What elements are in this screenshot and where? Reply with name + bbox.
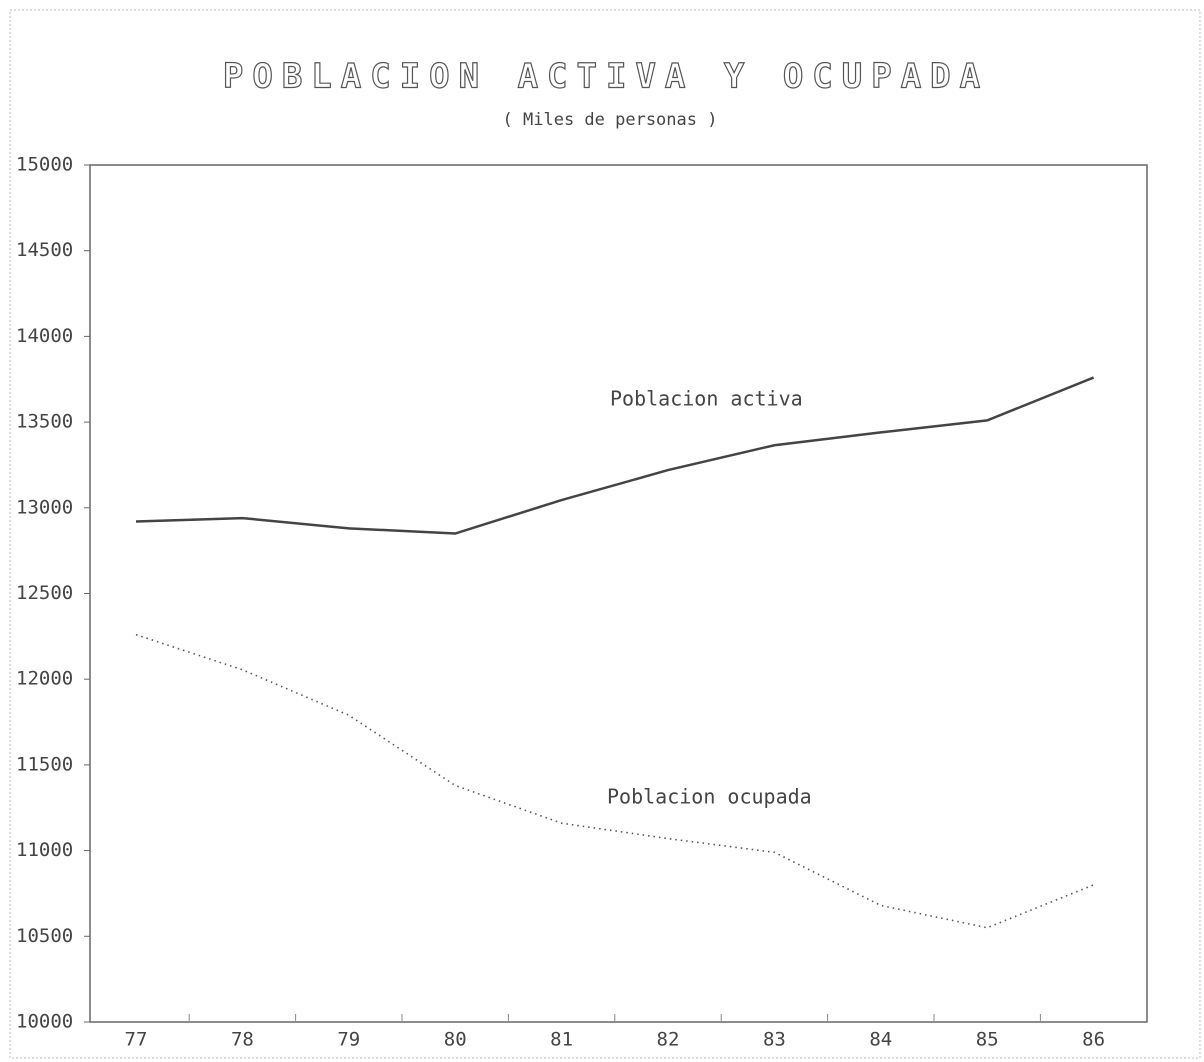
y-tick-label: 13000 <box>16 496 73 518</box>
chart-title: POBLACION ACTIVA Y OCUPADA <box>223 57 989 97</box>
x-tick-label: 83 <box>763 1029 786 1051</box>
x-tick-label: 79 <box>337 1029 360 1051</box>
frame <box>9 9 1201 1059</box>
y-tick-label: 14000 <box>16 325 73 347</box>
x-tick-label: 81 <box>550 1029 573 1051</box>
series-line <box>135 633 1094 929</box>
y-tick-label: 11000 <box>16 839 73 861</box>
x-tick-label: 86 <box>1082 1029 1105 1051</box>
series-label: Poblacion activa <box>610 387 803 411</box>
x-tick-label: 84 <box>869 1029 892 1051</box>
y-tick-label: 14500 <box>16 239 73 261</box>
y-tick-label: 10500 <box>16 925 73 947</box>
series-label: Poblacion ocupada <box>607 785 812 809</box>
x-tick-label: 78 <box>231 1029 254 1051</box>
y-tick-label: 11500 <box>16 753 73 775</box>
chart-subtitle: ( Miles de personas ) <box>503 110 718 130</box>
plot-area <box>89 164 1148 1023</box>
x-tick-label: 77 <box>125 1029 148 1051</box>
y-tick-label: 10000 <box>16 1011 73 1033</box>
y-tick-label: 12000 <box>16 668 73 690</box>
y-tick-label: 12500 <box>16 582 73 604</box>
series-line <box>135 376 1095 535</box>
y-tick-label: 15000 <box>16 154 73 176</box>
y-tick-label: 13500 <box>16 411 73 433</box>
x-tick-label: 80 <box>444 1029 467 1051</box>
x-tick-label: 85 <box>976 1029 999 1051</box>
x-tick-label: 82 <box>657 1029 680 1051</box>
